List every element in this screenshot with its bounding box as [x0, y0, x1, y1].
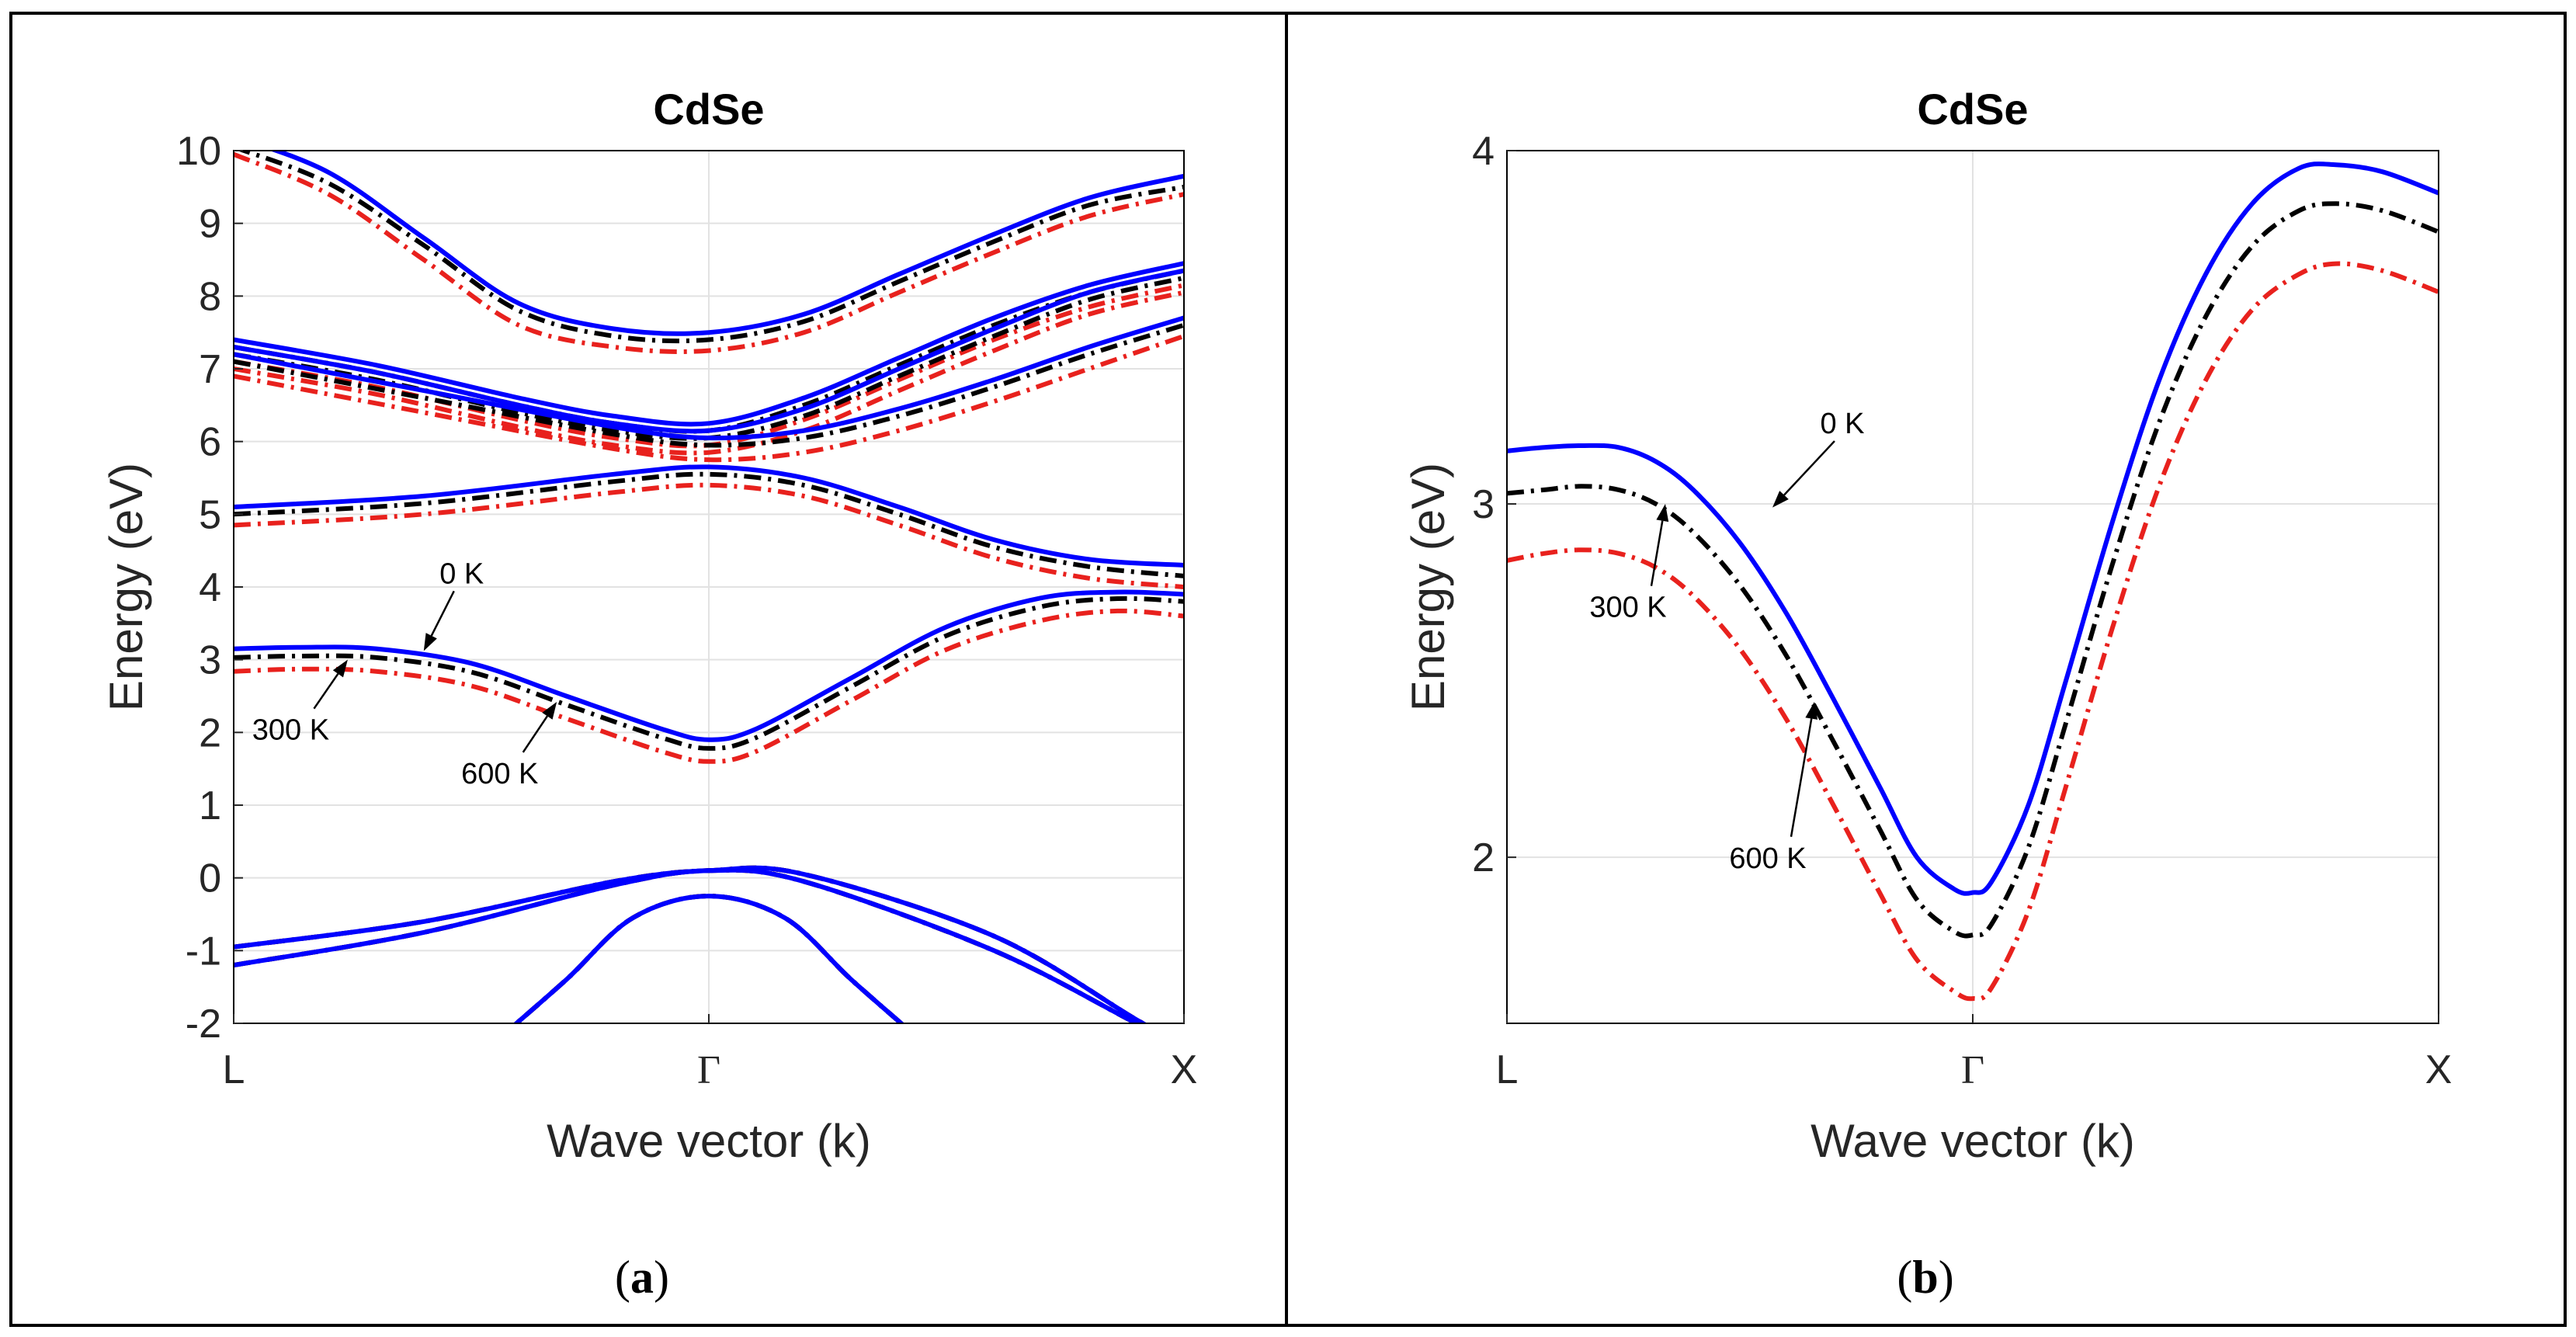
x-axis-label-a: Wave vector (k) [547, 1115, 871, 1167]
y-tick-label: -2 [186, 1002, 221, 1047]
y-tick-label: -1 [186, 929, 221, 974]
x-axis-label-b: Wave vector (k) [1810, 1115, 2135, 1167]
x-tick-label: Γ [1961, 1048, 1984, 1092]
series-line-300k [234, 596, 1184, 751]
series-line-600k [234, 151, 1184, 354]
annotations-a: 0 K 300 K 600 K [252, 557, 557, 790]
annotations-b: 0 K 300 K 600 K [1589, 408, 1864, 875]
annotation-label: 0 K [439, 557, 484, 590]
y-tick-label: 9 [199, 202, 221, 247]
series-line-0k [269, 151, 1184, 336]
y-tick-label: 4 [1472, 129, 1495, 174]
axis-ticks-a: -2 -1 0 1 2 3 4 5 6 7 8 9 10 L Γ X [176, 129, 1197, 1092]
chart-panel-a: -2 -1 0 1 2 3 4 5 6 7 8 9 10 L Γ X 0 K 300 K 600 K CdSe W… [100, 85, 1197, 1303]
series-line-0k [1507, 161, 2439, 896]
annotation-label: 300 K [1589, 592, 1666, 624]
y-tick-label: 1 [199, 783, 221, 828]
y-axis-label-a: Energy (eV) [100, 463, 152, 711]
series-lines-b [1507, 161, 2439, 1002]
series-line-0k [234, 261, 1184, 427]
series-line-300k [234, 322, 1184, 448]
series-line-300k [234, 471, 1184, 578]
series-line-600k [1507, 261, 2439, 1002]
series-lines-a [234, 151, 1184, 1023]
series-line-600k [234, 290, 1184, 456]
annotation-arrow [1650, 520, 1664, 586]
panel-label-b: (b) [1897, 1252, 1953, 1303]
chart-title-a: CdSe [653, 85, 764, 134]
annotation-arrow [1790, 718, 1813, 837]
series-line-300k [1507, 201, 2439, 939]
annotation-arrowhead [542, 701, 557, 720]
axis-ticks-b: 2 3 4 L Γ X [1472, 129, 2452, 1092]
y-tick-label: 6 [199, 420, 221, 465]
series-line-0k [234, 268, 1184, 434]
annotation-arrowhead [332, 659, 348, 678]
y-tick-label: 2 [1472, 835, 1495, 880]
annotation-label: 600 K [1729, 842, 1806, 875]
series-line-600k [234, 482, 1184, 589]
y-tick-label: 2 [199, 710, 221, 755]
y-tick-label: 0 [199, 856, 221, 901]
x-tick-label: X [2425, 1047, 2453, 1092]
y-tick-label: 3 [199, 638, 221, 683]
y-tick-label: 5 [199, 492, 221, 537]
y-axis-label-b: Energy (eV) [1402, 463, 1454, 711]
x-tick-label: Γ [697, 1048, 720, 1092]
annotation-label: 300 K [252, 714, 329, 747]
y-tick-label: 3 [1472, 482, 1495, 527]
series-line-0k [234, 589, 1184, 742]
series-line-0k [512, 894, 905, 1023]
y-tick-label: 10 [176, 129, 221, 174]
x-tick-label: X [1171, 1047, 1198, 1092]
series-line-0k [234, 867, 1142, 1023]
annotation-arrowhead [1772, 491, 1789, 508]
chart-title-b: CdSe [1917, 85, 2028, 134]
annotation-arrowhead [1656, 504, 1669, 523]
x-tick-label: L [1496, 1047, 1519, 1092]
annotation-label: 600 K [461, 758, 538, 790]
series-line-300k [237, 151, 1184, 344]
panel-letter-b: b [1912, 1252, 1938, 1303]
annotation-arrow [1783, 440, 1835, 496]
annotation-arrowhead [423, 633, 437, 651]
series-line-600k [234, 334, 1184, 463]
annotation-arrow [430, 590, 455, 637]
panel-letter-a: a [630, 1252, 654, 1303]
y-tick-label: 4 [199, 565, 221, 610]
y-tick-label: 7 [199, 347, 221, 392]
chart-panel-b: 2 3 4 L Γ X 0 K 300 K 600 K CdSe Wave vector (k… [1402, 85, 2452, 1303]
annotation-arrowhead [1805, 701, 1818, 720]
series-line-600k [234, 608, 1184, 764]
panel-label-a: (a) [615, 1252, 669, 1303]
series-line-0k [234, 315, 1184, 441]
annotation-arrow [313, 673, 339, 710]
y-tick-label: 8 [199, 274, 221, 319]
annotation-label: 0 K [1820, 408, 1864, 440]
x-tick-label: L [223, 1047, 245, 1092]
annotation-arrow [522, 715, 548, 753]
series-line-0k [234, 464, 1184, 568]
